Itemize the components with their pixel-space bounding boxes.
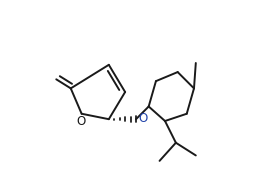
Text: O: O <box>139 112 148 125</box>
Text: O: O <box>76 115 85 128</box>
